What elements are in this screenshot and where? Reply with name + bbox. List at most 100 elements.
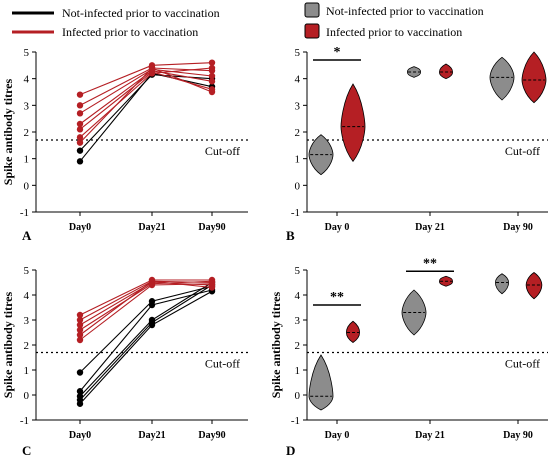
- data-point-infected: [76, 102, 84, 109]
- panel-letter: B: [286, 228, 295, 243]
- cutoff-label: Cut-off: [205, 357, 240, 371]
- data-point-infected: [76, 326, 84, 334]
- y-tick-label: 2: [24, 127, 30, 139]
- y-axis-label: Spike antibody titres: [1, 291, 15, 398]
- x-tick-label: Day 21: [415, 222, 445, 233]
- y-tick-label: 0: [295, 180, 301, 192]
- y-tick-label: 1: [295, 365, 301, 377]
- data-point-infected: [76, 311, 84, 319]
- x-tick-label: Day90: [198, 430, 225, 441]
- data-point-infected: [76, 331, 84, 339]
- legend-left-not-infected-label: Not-infected prior to vaccination: [62, 6, 220, 20]
- data-point-not-infected: [148, 301, 156, 309]
- data-point-infected: [208, 78, 216, 85]
- significance-label: **: [423, 256, 437, 271]
- y-tick-label: 0: [24, 390, 30, 402]
- legend-right-not-infected-swatch: [304, 2, 320, 18]
- y-tick-label: 5: [24, 265, 30, 277]
- y-tick-label: -1: [291, 415, 300, 427]
- x-tick-label: Day 90: [503, 430, 533, 441]
- y-tick-label: -1: [20, 415, 29, 427]
- panel-letter: A: [22, 228, 32, 243]
- violin-not-infected: [308, 354, 334, 411]
- panel-c: -1 0 1 2 3 4 5 Day0 Day21 Day90 Cut-off C Spike anti…: [1, 265, 248, 458]
- data-point-infected: [76, 316, 84, 324]
- legend-right-not-infected-label: Not-infected prior to vaccination: [326, 4, 484, 18]
- data-point-infected: [148, 64, 156, 72]
- violin-not-infected: [494, 273, 510, 295]
- y-tick-label: 1: [295, 154, 301, 166]
- violin-infected: [345, 320, 361, 343]
- y-tick-label: 3: [24, 315, 30, 327]
- y-tick-label: 5: [24, 47, 30, 59]
- data-point-infected: [76, 321, 84, 329]
- data-point-infected: [208, 88, 216, 96]
- data-point-not-infected: [76, 158, 84, 165]
- y-tick-label: 4: [24, 74, 30, 86]
- x-tick-label: Day0: [69, 430, 91, 441]
- data-point-not-infected: [76, 388, 84, 395]
- data-point-not-infected: [76, 147, 84, 154]
- legend-right: Not-infected prior to vaccination Infect…: [304, 2, 484, 39]
- data-point-infected: [76, 110, 84, 117]
- y-tick-label: 0: [24, 180, 30, 192]
- violin-infected: [340, 83, 366, 162]
- series-line-infected: [79, 67, 213, 138]
- y-tick-label: 5: [295, 47, 301, 59]
- y-tick-label: 3: [24, 100, 30, 112]
- y-tick-label: 2: [295, 340, 301, 352]
- data-point-infected: [76, 134, 84, 141]
- panel-letter: C: [22, 443, 31, 458]
- panel-d: -1 0 1 2 3 4 5 Day 0 Day 21 Day 90 Cut-off D Spike a…: [269, 256, 548, 458]
- y-tick-label: 1: [24, 365, 30, 377]
- violin-infected: [438, 63, 454, 80]
- y-tick-label: 4: [295, 74, 301, 86]
- data-point-infected: [208, 64, 216, 72]
- cutoff-label: Cut-off: [505, 357, 540, 371]
- panel-b: -1 0 1 2 3 4 5 Day 0 Day 21 Day 90 Cut-off B *: [286, 45, 548, 243]
- y-tick-label: -1: [20, 207, 29, 219]
- x-tick-label: Day 21: [415, 430, 445, 441]
- data-point-infected: [148, 281, 156, 289]
- x-tick-label: Day 0: [325, 222, 350, 233]
- y-tick-label: 4: [295, 290, 301, 302]
- data-point-infected: [76, 120, 84, 128]
- panel-letter: D: [286, 443, 295, 458]
- y-tick-label: 1: [24, 154, 30, 166]
- y-tick-label: -1: [291, 207, 300, 219]
- significance-label: *: [334, 45, 341, 60]
- x-tick-label: Day21: [138, 430, 165, 441]
- x-tick-label: Day 0: [325, 430, 350, 441]
- data-point-infected: [148, 70, 156, 77]
- y-tick-label: 0: [295, 390, 301, 402]
- y-tick-label: 3: [295, 100, 301, 112]
- data-point-infected: [208, 72, 216, 80]
- y-tick-label: 5: [295, 265, 301, 277]
- cutoff-label: Cut-off: [505, 144, 540, 158]
- data-point-infected: [76, 139, 84, 146]
- legend-left-infected-label: Infected prior to vaccination: [62, 25, 198, 39]
- x-tick-label: Day90: [198, 222, 225, 233]
- y-axis-label: Spike antibody titres: [1, 78, 15, 185]
- violin-infected: [525, 272, 543, 300]
- series-line-infected: [79, 68, 213, 114]
- y-tick-label: 3: [295, 315, 301, 327]
- series-line-infected: [79, 281, 213, 326]
- violin-not-infected: [489, 56, 515, 101]
- data-point-infected: [208, 280, 216, 287]
- data-point-not-infected: [148, 321, 156, 329]
- violin-infected: [521, 51, 547, 104]
- significance-label: **: [330, 290, 344, 305]
- legend-right-infected-swatch: [304, 23, 320, 39]
- legend-right-infected-label: Infected prior to vaccination: [326, 25, 462, 39]
- y-tick-label: 2: [24, 340, 30, 352]
- data-point-infected: [76, 336, 84, 344]
- cutoff-label: Cut-off: [205, 144, 240, 158]
- data-point-infected: [76, 126, 84, 133]
- x-tick-label: Day21: [138, 222, 165, 233]
- data-point-not-infected: [76, 369, 84, 376]
- data-point-not-infected: [76, 400, 84, 407]
- series-line-not-infected: [79, 290, 213, 405]
- x-tick-label: Day 90: [503, 222, 533, 233]
